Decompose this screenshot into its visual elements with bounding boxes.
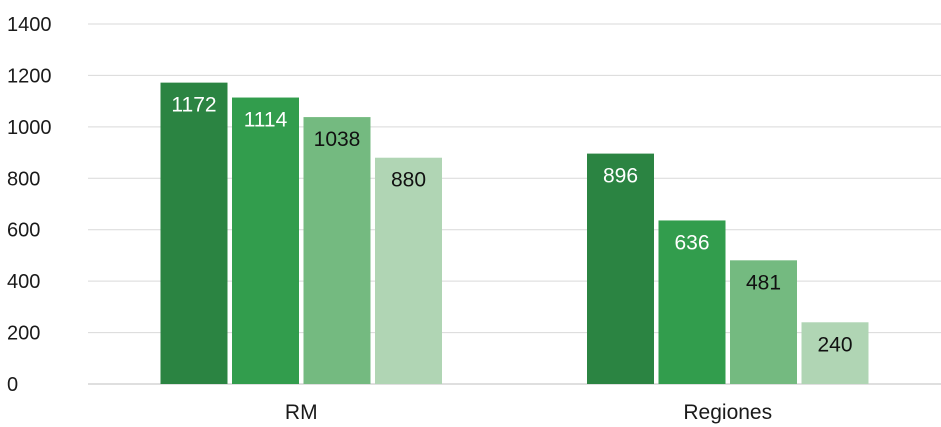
y-tick-label: 400 — [7, 271, 40, 293]
bars — [160, 82, 869, 385]
bar — [375, 157, 442, 384]
y-tick-label: 0 — [7, 374, 18, 396]
data-label: 880 — [391, 169, 426, 192]
data-label: 636 — [674, 231, 709, 254]
y-tick-label: 1400 — [7, 14, 52, 36]
bar — [160, 82, 228, 384]
x-category-label: RM — [285, 401, 318, 424]
y-axis-ticks: 0 200 400 600 800 1000 1200 1400 — [7, 14, 52, 396]
data-label: 1038 — [314, 128, 361, 151]
bar — [730, 260, 797, 384]
data-label: 240 — [817, 333, 852, 356]
data-label: 481 — [746, 271, 781, 294]
data-labels: 1172 1114 1038 880 896 636 481 240 — [171, 94, 852, 357]
bar — [658, 220, 726, 384]
data-label: 896 — [603, 165, 638, 188]
bar — [801, 322, 869, 384]
bar — [587, 153, 654, 384]
y-tick-label: 800 — [7, 168, 40, 190]
x-axis-categories: RM Regiones — [285, 401, 772, 424]
bar — [303, 117, 371, 384]
x-category-label: Regiones — [683, 401, 772, 424]
y-tick-label: 1000 — [7, 117, 52, 139]
y-tick-label: 200 — [7, 323, 40, 345]
bar — [232, 97, 299, 385]
gridlines — [88, 23, 941, 385]
y-tick-label: 1200 — [7, 65, 52, 87]
data-label: 1172 — [171, 94, 216, 117]
data-label: 1114 — [244, 109, 288, 132]
y-tick-label: 600 — [7, 220, 40, 242]
